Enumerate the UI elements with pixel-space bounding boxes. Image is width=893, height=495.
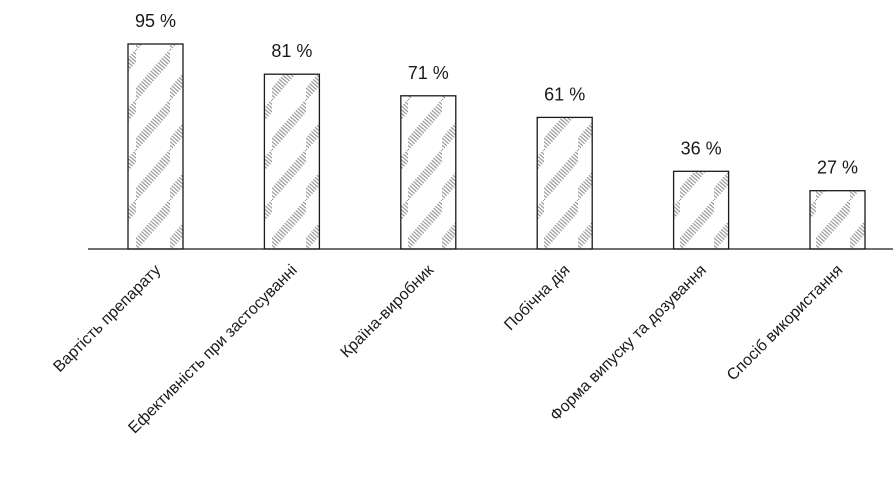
value-label-2: 81 %	[271, 41, 312, 61]
value-label-5: 36 %	[681, 138, 722, 158]
category-label-2: Ефективність при застосуванні	[125, 262, 300, 437]
bars-group	[127, 43, 866, 250]
bar-6	[809, 190, 866, 250]
value-label-6: 27 %	[817, 158, 858, 178]
bar-3	[400, 95, 457, 250]
bar-1	[127, 43, 184, 250]
value-labels-group: 95 % 81 % 71 % 61 % 36 % 27 %	[135, 11, 858, 178]
value-label-4: 61 %	[544, 84, 585, 104]
bar-2	[263, 73, 321, 250]
bar-5	[672, 170, 730, 250]
category-label-6: Спосіб використання	[724, 262, 846, 384]
category-label-1: Вартість препарату	[50, 262, 164, 376]
value-label-1: 95 %	[135, 11, 176, 31]
category-label-4: Побічна дія	[501, 262, 573, 334]
category-label-3: Країна-виробник	[338, 261, 438, 361]
bar-4	[536, 116, 593, 250]
value-label-3: 71 %	[408, 63, 449, 83]
category-label-5: Форма випуску та дозування	[547, 262, 710, 425]
